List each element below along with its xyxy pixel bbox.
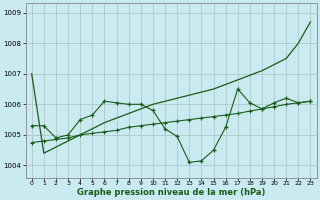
X-axis label: Graphe pression niveau de la mer (hPa): Graphe pression niveau de la mer (hPa) — [77, 188, 265, 197]
